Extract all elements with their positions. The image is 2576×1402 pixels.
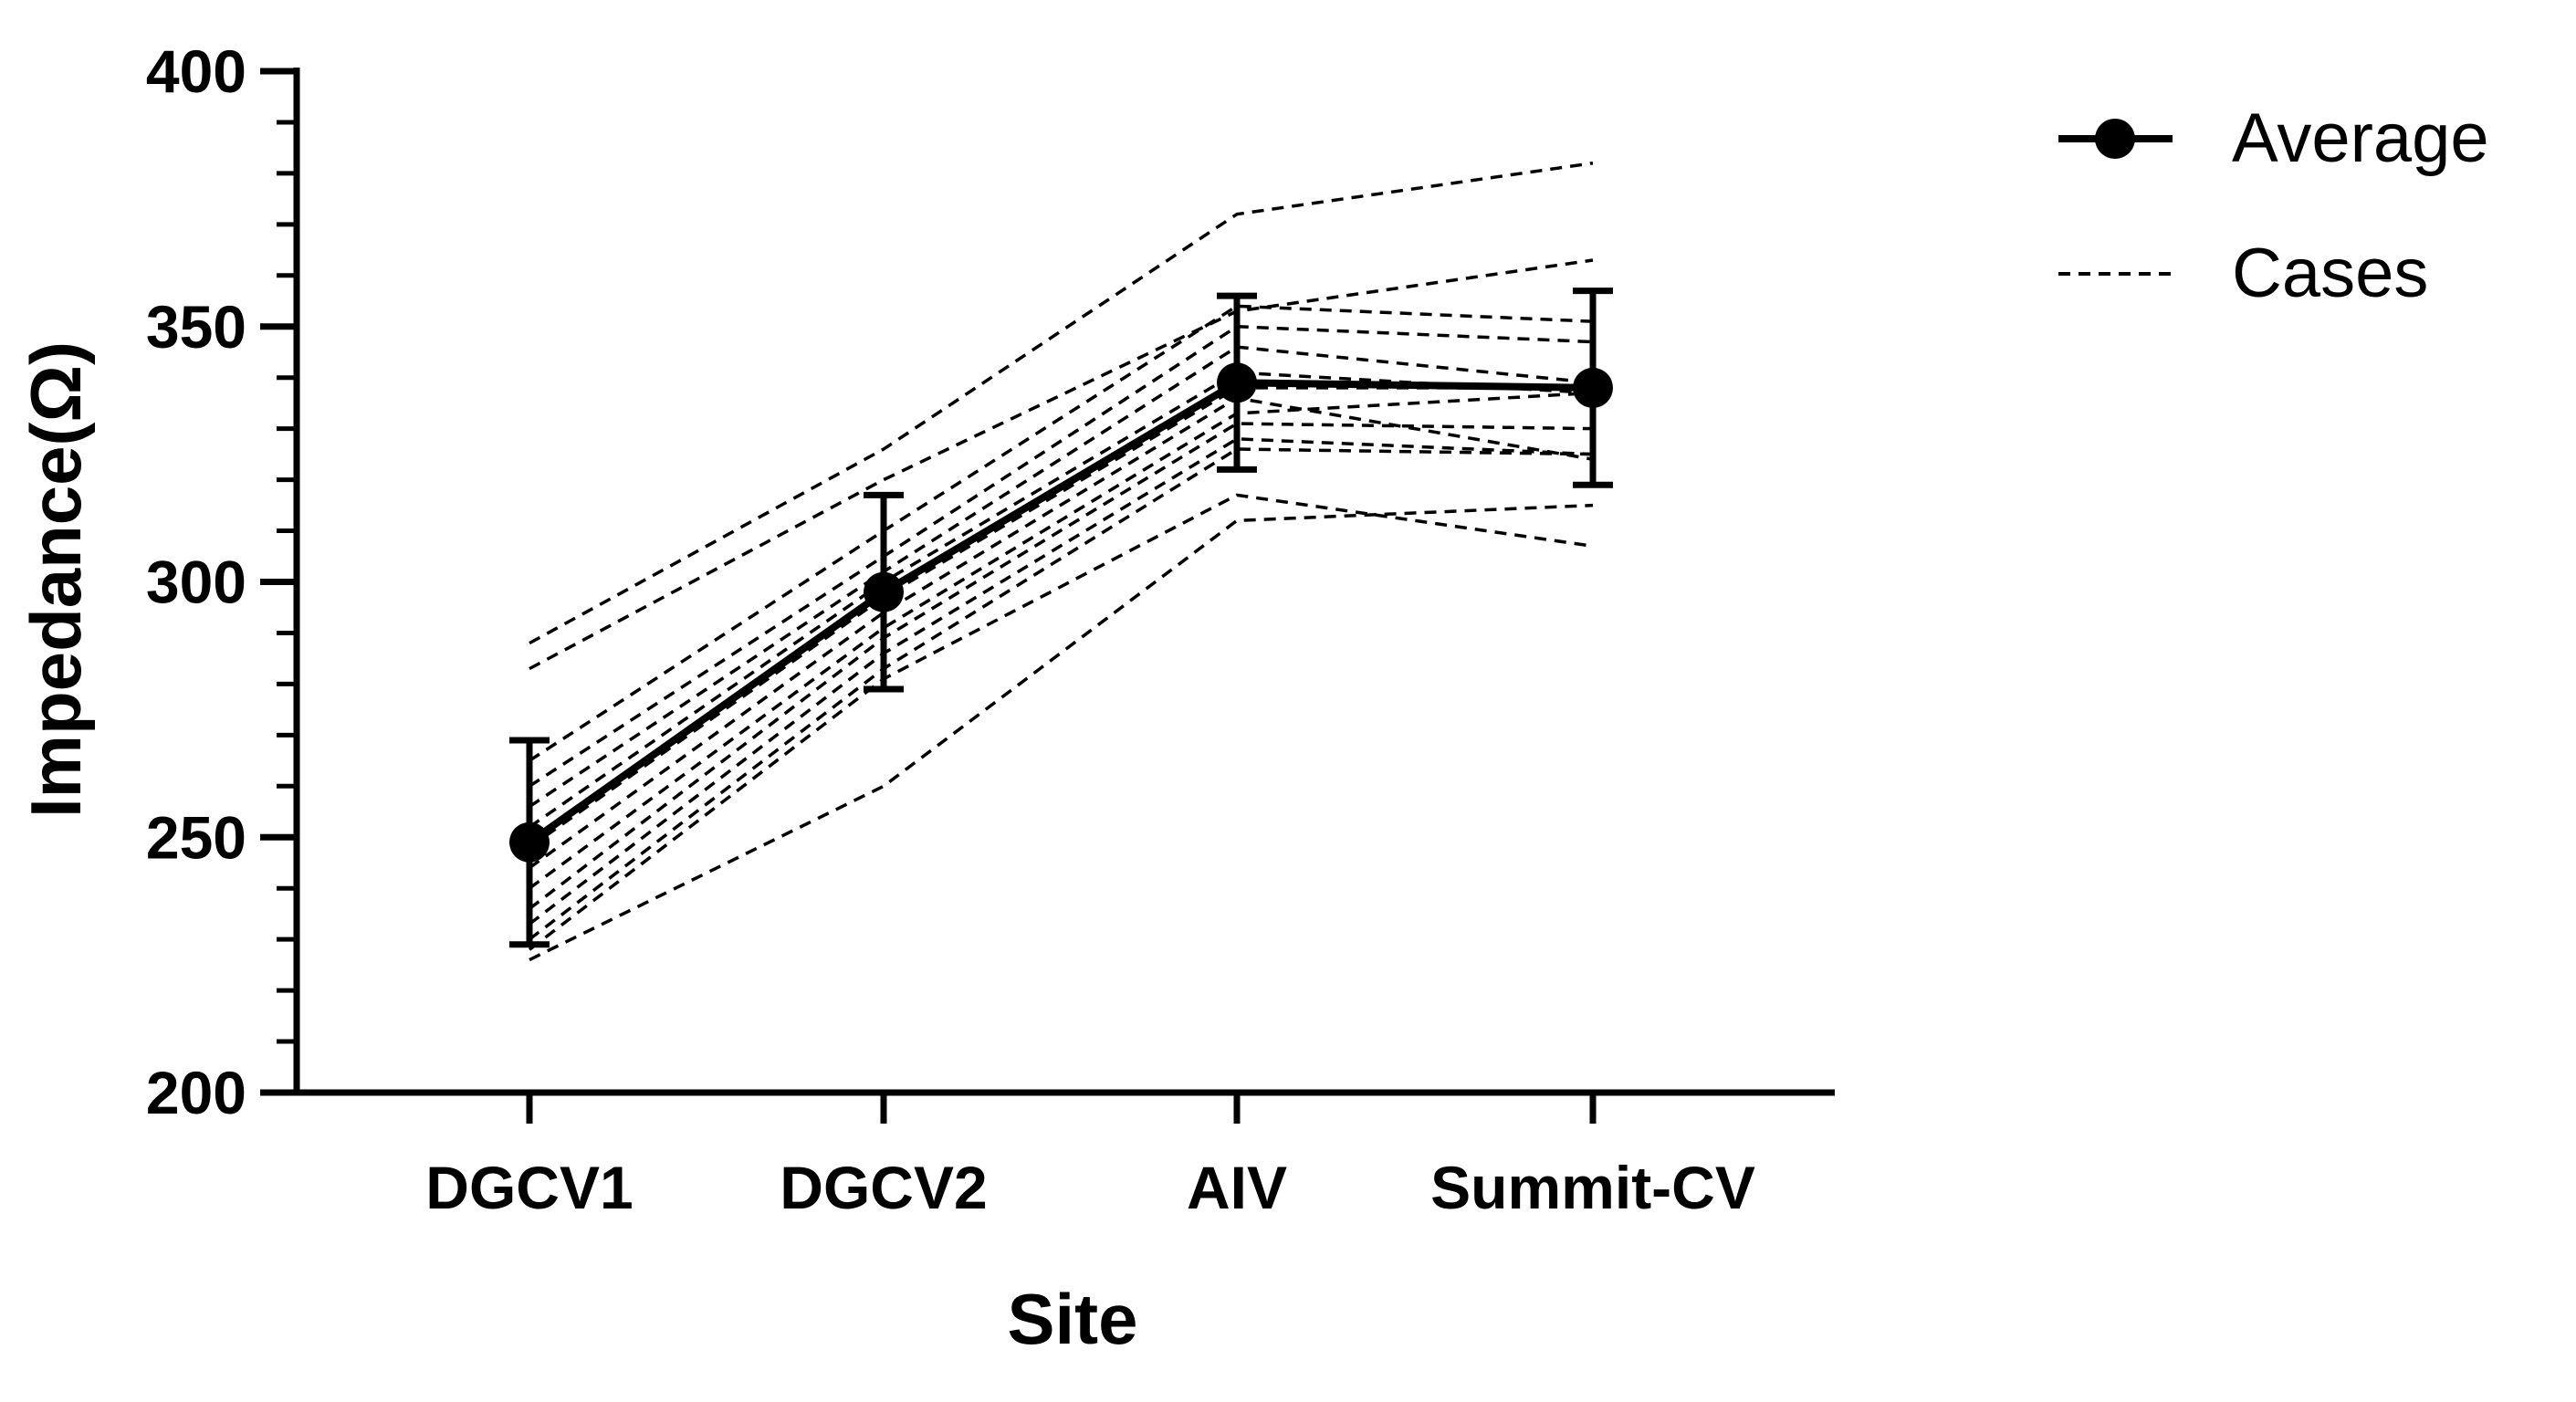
case-line	[528, 437, 1594, 926]
average-point	[1573, 367, 1613, 408]
y-axis-title: Impedance(Ω)	[16, 341, 96, 818]
case-line	[529, 161, 1594, 645]
average-point	[509, 821, 550, 863]
case-line	[529, 345, 1594, 809]
average-point	[864, 571, 904, 612]
legend-average-marker	[2095, 119, 2135, 159]
case-line	[528, 447, 1594, 941]
axes	[260, 68, 1835, 1124]
x-tick-label: AIV	[1187, 1154, 1287, 1221]
y-tick-label: 400	[146, 37, 246, 105]
case-line	[528, 493, 1594, 951]
x-axis-title: Site	[1007, 1279, 1137, 1359]
x-tick-label: DGCV1	[425, 1154, 633, 1221]
case-line	[529, 304, 1594, 762]
legend: Average Cases	[2058, 99, 2489, 312]
case-line	[528, 386, 1593, 849]
tick-labels: 200 250 300 350 400 DGCV1 DGCV2 AIV Summit-CV	[146, 37, 1755, 1221]
average-line	[527, 379, 1594, 846]
y-tick-label: 350	[146, 293, 246, 361]
case-line	[529, 258, 1594, 671]
case-line	[528, 422, 1594, 910]
legend-label-cases: Cases	[2232, 235, 2428, 312]
x-tick-label: DGCV2	[780, 1154, 987, 1221]
cases-lines	[528, 161, 1594, 962]
case-line	[528, 391, 1594, 890]
average-point	[1217, 362, 1257, 403]
y-tick-label: 200	[146, 1059, 246, 1126]
case-line	[528, 396, 1594, 870]
case-line	[529, 503, 1594, 962]
y-tick-label: 300	[146, 549, 246, 616]
average-series	[509, 288, 1613, 948]
y-tick-label: 250	[146, 803, 246, 871]
legend-label-average: Average	[2232, 99, 2489, 177]
case-line	[529, 324, 1594, 788]
x-tick-label: Summit-CV	[1430, 1154, 1755, 1221]
